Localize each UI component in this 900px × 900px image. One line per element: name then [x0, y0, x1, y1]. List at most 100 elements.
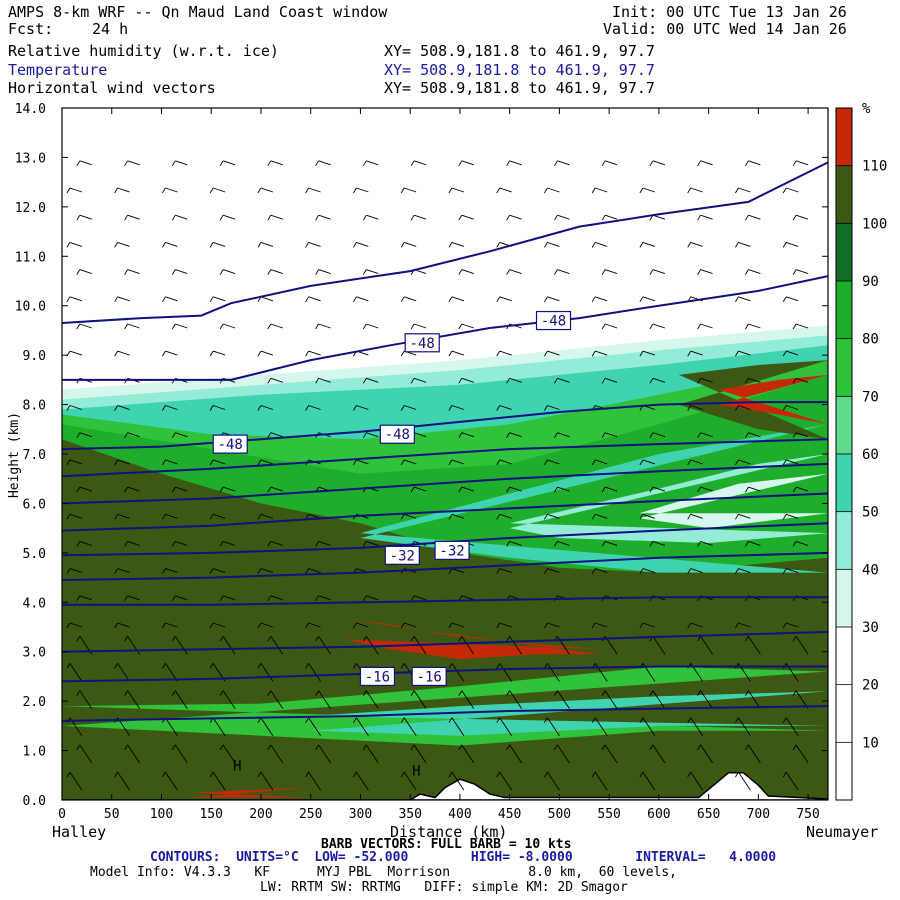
wind-barb [745, 432, 761, 438]
colorbar-label: 20 [862, 678, 879, 694]
colorbar-bin [836, 569, 852, 627]
wind-barb [591, 296, 608, 303]
wind-barb [544, 187, 560, 194]
wind-barb [554, 432, 570, 438]
wind-barb [448, 296, 465, 303]
wind-barb [601, 744, 618, 764]
wind-barb [114, 663, 130, 682]
wind-barb [315, 635, 331, 655]
wind-barb [362, 269, 379, 275]
wind-barb [124, 214, 140, 221]
wind-barb [782, 405, 799, 411]
wind-barb [649, 486, 666, 493]
terrain [62, 772, 828, 800]
wind-barb [458, 744, 475, 764]
wind-barb [448, 771, 465, 791]
wind-barb [305, 296, 321, 303]
colorbar-label: 60 [862, 447, 879, 463]
wind-barb [591, 241, 608, 248]
wind-barb [782, 296, 799, 303]
wind-barb [171, 214, 188, 221]
high-pressure-mark: H [412, 763, 420, 779]
wind-barb [639, 717, 656, 736]
wind-barb [267, 486, 283, 493]
right-end-label: Neumayer [806, 823, 879, 841]
colorbar-label: 70 [862, 389, 879, 405]
y-tick-label: 12.0 [15, 201, 46, 216]
wind-barb [400, 771, 417, 791]
wind-barb [601, 160, 618, 167]
wind-barb [171, 486, 188, 493]
model-info: Model Info: V4.3.3 KF MYJ PBL Morrison 8… [90, 865, 677, 880]
wind-barb [792, 214, 809, 221]
colorbar-label: 30 [862, 620, 879, 636]
colorbar-bin [836, 223, 852, 281]
temperature-contour-line [61, 401, 828, 451]
wind-barb [458, 160, 474, 167]
temperature-contour-line [61, 492, 829, 532]
field-xy-rh: XY= 508.9,181.8 to 461.9, 97.7 [384, 42, 655, 60]
wind-barb [410, 214, 427, 221]
wind-barb [76, 690, 93, 709]
contour-label: -16 [417, 669, 442, 685]
wind-barb [267, 214, 283, 221]
wind-barb [267, 595, 283, 602]
wind-barb [639, 568, 656, 574]
contour-label-box [384, 545, 420, 565]
wind-barb [782, 771, 799, 791]
wind-barb [591, 350, 608, 357]
field-name-rh: Relative humidity (w.r.t. ice) [8, 42, 279, 60]
x-tick-label: 450 [498, 807, 521, 822]
x-tick-label: 550 [597, 807, 620, 822]
wind-barb [458, 269, 474, 275]
wind-barb [76, 486, 92, 493]
colorbar-label: 80 [862, 332, 879, 348]
wind-barb [400, 241, 417, 248]
wind-barb [171, 744, 188, 764]
wind-barb [782, 459, 799, 466]
wind-barb [792, 160, 809, 167]
wind-barb [257, 622, 274, 629]
wind-barb [162, 187, 178, 194]
wind-barb [305, 187, 321, 194]
wind-barb [267, 690, 284, 709]
colorbar-bin [836, 454, 852, 512]
wind-barb [687, 459, 703, 466]
contour-label-box [379, 424, 415, 444]
wind-barb [458, 323, 474, 330]
wind-barb [315, 323, 331, 330]
wind-barb [267, 432, 283, 438]
colorbar-label: 90 [862, 274, 879, 290]
wind-barb [687, 717, 704, 736]
forecast-label: Fcst: [8, 20, 54, 38]
wind-barb [649, 377, 666, 384]
y-tick-label: 10.0 [15, 300, 46, 315]
wind-barb [410, 323, 427, 330]
wind-barb [315, 269, 331, 275]
wind-barb [267, 540, 283, 547]
x-tick-label: 200 [249, 807, 272, 822]
wind-barb [496, 405, 512, 411]
wind-barb [448, 513, 465, 520]
wind-barb [697, 690, 713, 709]
wind-barb [458, 377, 474, 384]
wind-barb [554, 160, 570, 167]
model-info-2: LW: RRTM SW: RRTMG DIFF: simple KM: 2D S… [260, 880, 628, 895]
wind-barb [124, 540, 140, 547]
contour-label-box [535, 310, 572, 331]
wind-barb [506, 690, 522, 709]
wind-barb [162, 459, 178, 466]
wind-barb [66, 663, 83, 682]
wind-barb [687, 771, 704, 791]
wind-barb [591, 622, 608, 629]
wind-barb [353, 187, 369, 194]
wind-barb [66, 405, 83, 411]
colorbar-label: 50 [862, 505, 879, 521]
wind-barb [114, 622, 130, 629]
wind-barb [697, 214, 713, 221]
wind-barb [506, 160, 522, 167]
temperature-contours [61, 161, 829, 722]
wind-barb [649, 323, 666, 330]
wind-barb [219, 690, 236, 709]
wind-barb [162, 663, 178, 682]
